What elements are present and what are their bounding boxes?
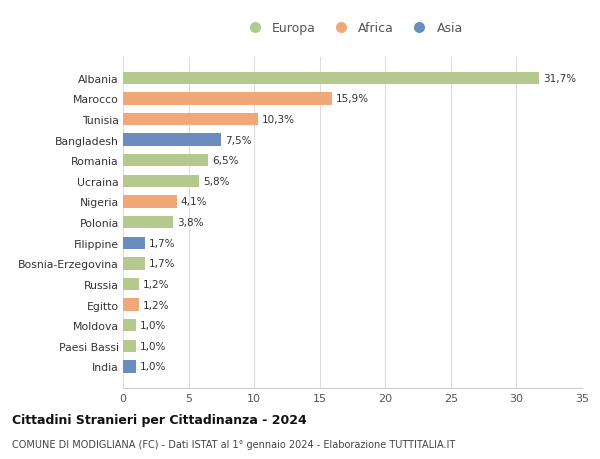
Text: 5,8%: 5,8% — [203, 176, 229, 186]
Text: 15,9%: 15,9% — [335, 94, 368, 104]
Text: COMUNE DI MODIGLIANA (FC) - Dati ISTAT al 1° gennaio 2024 - Elaborazione TUTTITA: COMUNE DI MODIGLIANA (FC) - Dati ISTAT a… — [12, 439, 455, 449]
Text: 3,8%: 3,8% — [177, 218, 203, 228]
Bar — [123, 113, 258, 126]
Text: 10,3%: 10,3% — [262, 115, 295, 125]
Text: 1,0%: 1,0% — [140, 362, 166, 372]
Bar — [123, 196, 177, 208]
Text: 1,7%: 1,7% — [149, 238, 176, 248]
Text: 1,0%: 1,0% — [140, 341, 166, 351]
Text: 1,0%: 1,0% — [140, 320, 166, 330]
Bar — [123, 237, 145, 249]
Text: 7,5%: 7,5% — [225, 135, 252, 146]
Bar — [123, 217, 173, 229]
Bar — [123, 73, 539, 85]
Bar — [123, 93, 332, 105]
Bar — [123, 175, 199, 188]
Text: Cittadini Stranieri per Cittadinanza - 2024: Cittadini Stranieri per Cittadinanza - 2… — [12, 413, 307, 426]
Bar — [123, 278, 139, 291]
Bar — [123, 134, 221, 146]
Bar — [123, 155, 208, 167]
Bar — [123, 257, 145, 270]
Bar — [123, 319, 136, 332]
Bar — [123, 340, 136, 352]
Text: 1,2%: 1,2% — [143, 280, 169, 289]
Text: 6,5%: 6,5% — [212, 156, 239, 166]
Bar — [123, 299, 139, 311]
Legend: Europa, Africa, Asia: Europa, Africa, Asia — [237, 17, 468, 40]
Text: 4,1%: 4,1% — [181, 197, 207, 207]
Text: 1,7%: 1,7% — [149, 259, 176, 269]
Text: 31,7%: 31,7% — [542, 73, 576, 84]
Text: 1,2%: 1,2% — [143, 300, 169, 310]
Bar — [123, 360, 136, 373]
